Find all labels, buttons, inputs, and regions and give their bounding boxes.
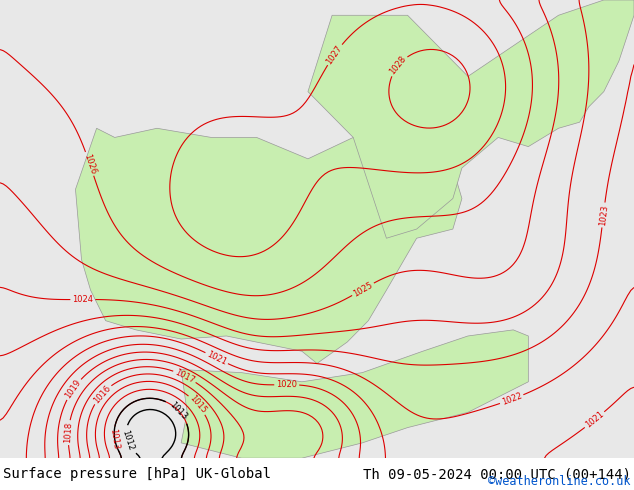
Text: ©weatheronline.co.uk: ©weatheronline.co.uk	[488, 475, 631, 489]
Text: 1015: 1015	[187, 394, 208, 416]
Polygon shape	[75, 128, 462, 364]
Text: 1022: 1022	[500, 392, 523, 407]
Text: 1013: 1013	[108, 428, 120, 450]
Text: Th 09-05-2024 00:00 UTC (00+144): Th 09-05-2024 00:00 UTC (00+144)	[363, 467, 631, 481]
Polygon shape	[308, 0, 634, 238]
Text: 1021: 1021	[205, 349, 228, 367]
Text: 1024: 1024	[72, 295, 93, 304]
Text: 1017: 1017	[173, 368, 197, 385]
Polygon shape	[181, 330, 528, 458]
Text: 1013: 1013	[168, 400, 189, 421]
Text: 1021: 1021	[584, 410, 605, 430]
Text: 1026: 1026	[82, 152, 98, 175]
Text: 1027: 1027	[325, 44, 344, 66]
Text: 1025: 1025	[352, 280, 374, 298]
Text: Surface pressure [hPa] UK-Global: Surface pressure [hPa] UK-Global	[3, 467, 271, 481]
Text: 1018: 1018	[63, 422, 74, 443]
Text: 1028: 1028	[388, 54, 408, 76]
Text: 1020: 1020	[276, 380, 297, 389]
Text: 1016: 1016	[92, 383, 112, 405]
Text: 1019: 1019	[63, 378, 83, 400]
Text: 1023: 1023	[598, 204, 609, 226]
Text: 1012: 1012	[120, 429, 135, 452]
